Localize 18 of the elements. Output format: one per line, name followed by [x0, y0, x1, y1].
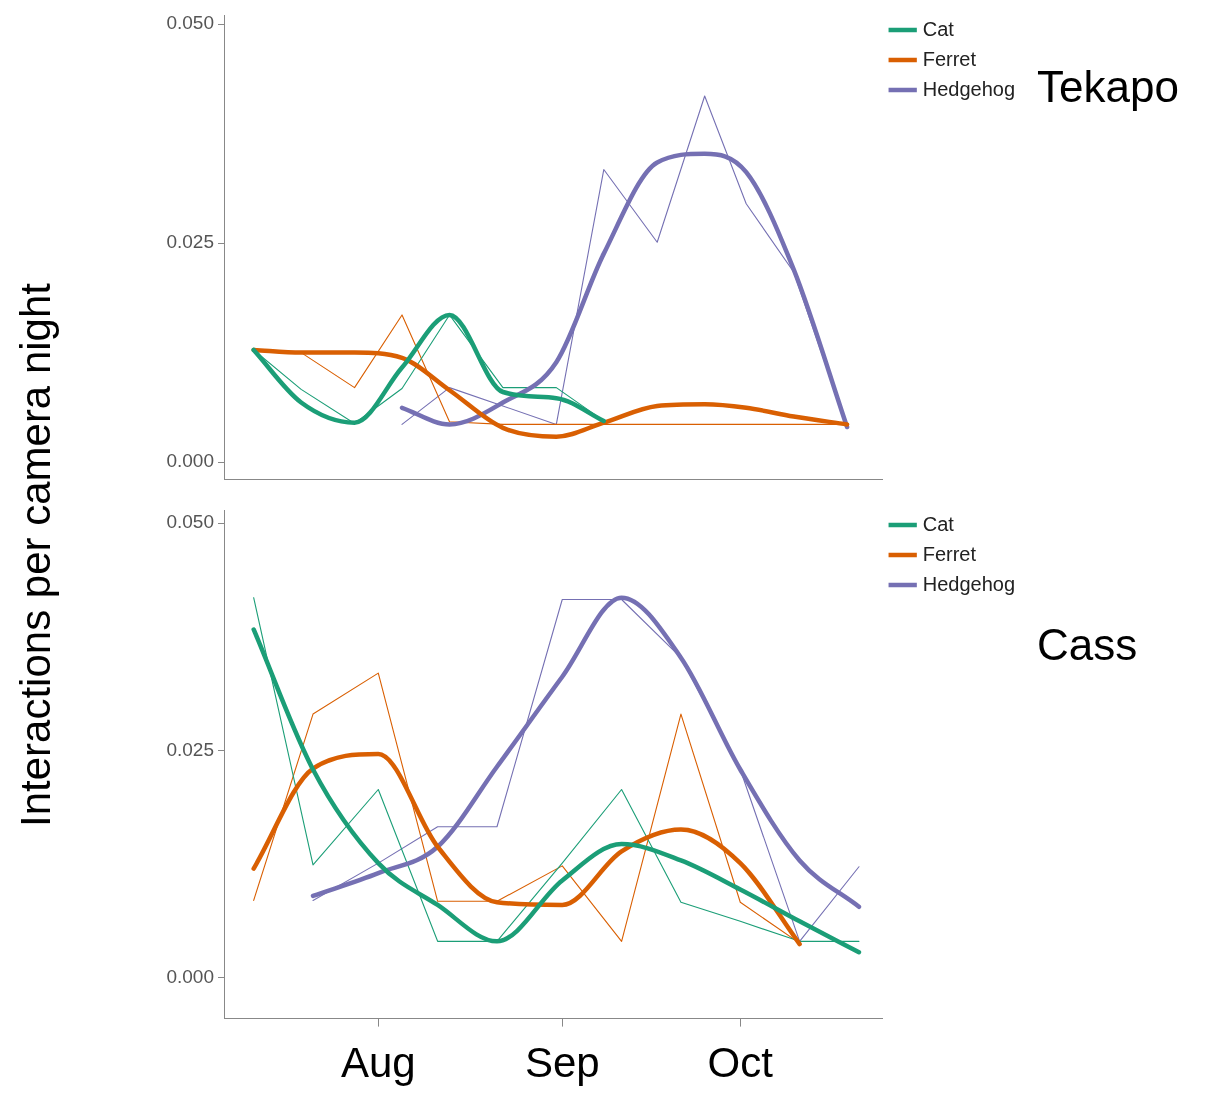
- y-tick-label: 0.025: [166, 738, 214, 760]
- y-tick-label: 0.050: [166, 511, 214, 533]
- legend-label: Hedgehog: [922, 77, 1016, 100]
- legend-label: Cat: [922, 512, 955, 535]
- text: Cass: [1037, 620, 1138, 670]
- x-tick-label: Aug: [340, 1039, 416, 1087]
- x-tick-label: Sep: [524, 1039, 600, 1087]
- legend-label: Ferret: [922, 47, 977, 70]
- y-tick-label: 0.025: [166, 231, 214, 253]
- text: Tekapo: [1037, 62, 1179, 112]
- y-axis-title: Interactions per camera night: [12, 283, 60, 827]
- legend-label: Hedgehog: [922, 572, 1016, 595]
- x-tick-label: Oct: [707, 1039, 774, 1087]
- y-tick-label: 0.000: [166, 450, 214, 472]
- y-tick-label: 0.000: [166, 965, 214, 987]
- y-tick-label: 0.050: [166, 12, 214, 34]
- legend-label: Cat: [922, 17, 955, 40]
- legend-label: Ferret: [922, 542, 977, 565]
